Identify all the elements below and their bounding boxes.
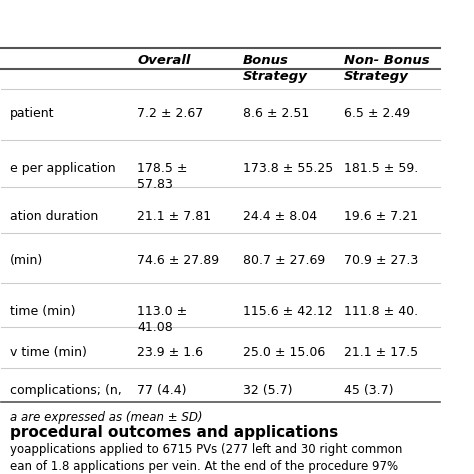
Text: 173.8 ± 55.25: 173.8 ± 55.25 <box>243 162 333 175</box>
Text: 70.9 ± 27.3: 70.9 ± 27.3 <box>344 254 418 267</box>
Text: 8.6 ± 2.51: 8.6 ± 2.51 <box>243 107 309 120</box>
Text: 24.4 ± 8.04: 24.4 ± 8.04 <box>243 210 317 223</box>
Text: 25.0 ± 15.06: 25.0 ± 15.06 <box>243 346 325 359</box>
Text: patient: patient <box>10 107 55 120</box>
Text: 23.9 ± 1.6: 23.9 ± 1.6 <box>137 346 203 359</box>
Text: Non- Bonus
Strategy: Non- Bonus Strategy <box>344 54 429 83</box>
Text: 32 (5.7): 32 (5.7) <box>243 383 292 397</box>
Text: complications; (n,: complications; (n, <box>10 383 122 397</box>
Text: procedural outcomes and applications: procedural outcomes and applications <box>10 425 338 440</box>
Text: time (min): time (min) <box>10 305 76 318</box>
Text: yoapplications applied to 6715 PVs (277 left and 30 right common
ean of 1.8 appl: yoapplications applied to 6715 PVs (277 … <box>10 443 402 473</box>
Text: 7.2 ± 2.67: 7.2 ± 2.67 <box>137 107 204 120</box>
Text: 21.1 ± 7.81: 21.1 ± 7.81 <box>137 210 211 223</box>
Text: 181.5 ± 59.: 181.5 ± 59. <box>344 162 418 175</box>
Text: 113.0 ±
41.08: 113.0 ± 41.08 <box>137 305 188 334</box>
Text: 80.7 ± 27.69: 80.7 ± 27.69 <box>243 254 325 267</box>
Text: e per application: e per application <box>10 162 116 175</box>
Text: 74.6 ± 27.89: 74.6 ± 27.89 <box>137 254 219 267</box>
Text: a are expressed as (mean ± SD): a are expressed as (mean ± SD) <box>10 411 203 424</box>
Text: 178.5 ±
57.83: 178.5 ± 57.83 <box>137 162 188 191</box>
Text: v time (min): v time (min) <box>10 346 87 359</box>
Text: Bonus
Strategy: Bonus Strategy <box>243 54 308 83</box>
Text: Overall: Overall <box>137 54 191 67</box>
Text: 77 (4.4): 77 (4.4) <box>137 383 187 397</box>
Text: 115.6 ± 42.12: 115.6 ± 42.12 <box>243 305 332 318</box>
Text: 6.5 ± 2.49: 6.5 ± 2.49 <box>344 107 410 120</box>
Text: 111.8 ± 40.: 111.8 ± 40. <box>344 305 418 318</box>
Text: 19.6 ± 7.21: 19.6 ± 7.21 <box>344 210 418 223</box>
Text: ation duration: ation duration <box>10 210 99 223</box>
Text: 45 (3.7): 45 (3.7) <box>344 383 393 397</box>
Text: (min): (min) <box>10 254 44 267</box>
Text: 21.1 ± 17.5: 21.1 ± 17.5 <box>344 346 418 359</box>
